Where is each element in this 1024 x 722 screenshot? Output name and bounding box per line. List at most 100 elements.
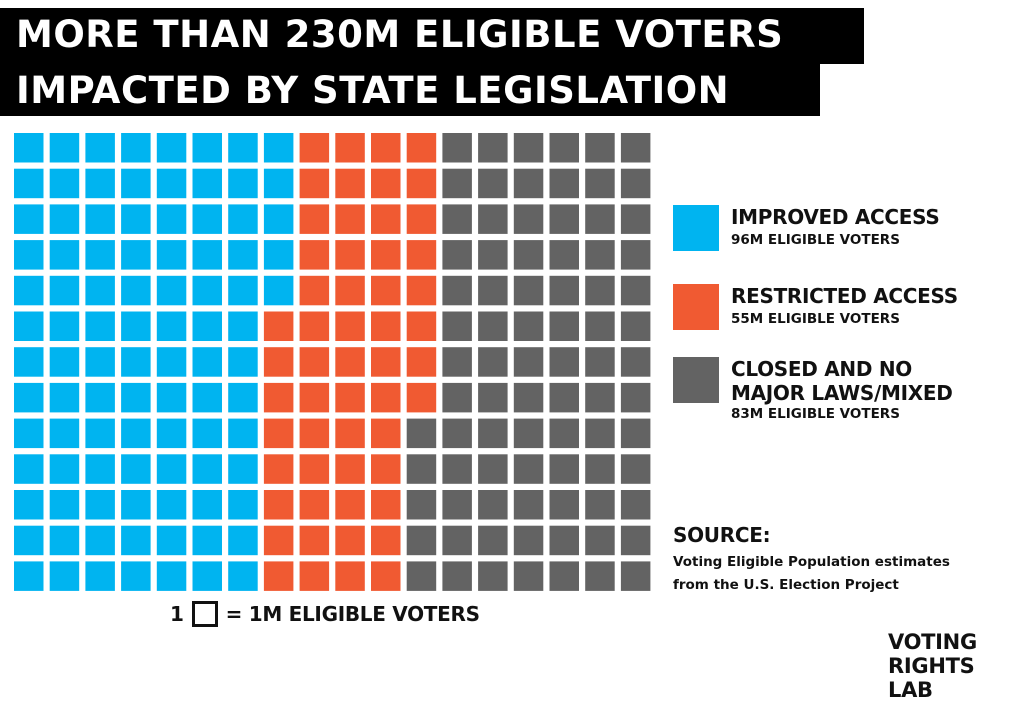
- waffle-cell-restricted-111: [299, 382, 330, 413]
- waffle-cell-closed-214: [585, 347, 615, 377]
- legend-label-closed-line-2: MAJOR LAWS/MIXED: [731, 381, 953, 405]
- waffle-cell-improved-23: [49, 490, 80, 520]
- waffle-cell-improved-84: [228, 347, 258, 377]
- waffle-cell-restricted-143: [406, 133, 437, 163]
- waffle-cell-closed-223: [620, 204, 651, 234]
- waffle-cell-closed-208: [585, 133, 615, 163]
- waffle-cell-restricted-116: [299, 561, 330, 591]
- waffle-cell-closed-224: [620, 240, 651, 270]
- waffle-cell-closed-177: [478, 418, 508, 449]
- waffle-cell-improved-64: [156, 561, 187, 591]
- waffle-cell-restricted-141: [371, 525, 401, 556]
- title-line-1: MORE THAN 230M ELIGIBLE VOTERS: [0, 8, 864, 64]
- waffle-cell-restricted-102: [263, 525, 294, 556]
- waffle-cell-restricted-139: [371, 454, 401, 484]
- waffle-cell-closed-169: [478, 133, 508, 163]
- waffle-cell-restricted-98: [263, 382, 294, 413]
- waffle-cell-improved-18: [49, 311, 80, 341]
- legend-swatch-closed: [673, 357, 719, 403]
- waffle-cell-restricted-113: [299, 454, 330, 484]
- waffle-cell-restricted-145: [406, 204, 437, 234]
- waffle-cell-improved-39: [121, 133, 151, 163]
- waffle-cell-closed-192: [513, 490, 544, 520]
- waffle-cell-closed-173: [478, 275, 508, 306]
- source-heading: SOURCE:: [673, 523, 771, 547]
- waffle-cell-closed-215: [585, 382, 615, 413]
- waffle-cell-closed-194: [513, 561, 544, 591]
- waffle-cell-closed-206: [549, 525, 579, 556]
- waffle-cell-closed-180: [478, 525, 508, 556]
- scale-count: 1: [170, 602, 184, 626]
- waffle-cell-restricted-105: [299, 168, 330, 199]
- waffle-cell-improved-25: [49, 561, 80, 591]
- waffle-cell-improved-58: [156, 347, 187, 377]
- waffle-cell-closed-220: [585, 561, 615, 591]
- waffle-cell-improved-30: [85, 275, 115, 306]
- waffle-cell-improved-70: [192, 311, 222, 341]
- waffle-cell-improved-31: [85, 311, 115, 341]
- waffle-cell-improved-15: [49, 204, 80, 234]
- waffle-cell-restricted-119: [335, 204, 365, 234]
- waffle-cell-closed-170: [478, 168, 508, 199]
- waffle-cell-restricted-146: [406, 240, 437, 270]
- waffle-cell-restricted-103: [263, 561, 294, 591]
- title-line-2: IMPACTED BY STATE LEGISLATION: [0, 64, 820, 116]
- waffle-cell-improved-51: [121, 561, 151, 591]
- waffle-cell-restricted-142: [371, 561, 401, 591]
- waffle-cell-closed-153: [406, 490, 437, 520]
- legend-label-improved: IMPROVED ACCESS: [731, 205, 940, 229]
- waffle-cell-closed-193: [513, 525, 544, 556]
- waffle-cell-improved-49: [121, 490, 151, 520]
- waffle-cell-restricted-109: [299, 311, 330, 341]
- waffle-cell-closed-227: [620, 347, 651, 377]
- waffle-cell-improved-32: [85, 347, 115, 377]
- legend-value-closed: 83M ELIGIBLE VOTERS: [731, 406, 900, 422]
- waffle-cell-improved-0: [14, 133, 44, 163]
- waffle-cell-improved-37: [85, 525, 115, 556]
- legend-label-restricted: RESTRICTED ACCESS: [731, 284, 958, 308]
- waffle-cell-closed-231: [620, 490, 651, 520]
- waffle-cell-improved-61: [156, 454, 187, 484]
- waffle-cell-improved-88: [228, 490, 258, 520]
- waffle-cell-improved-11: [14, 525, 44, 556]
- waffle-cell-closed-229: [620, 418, 651, 449]
- waffle-cell-restricted-129: [335, 561, 365, 591]
- waffle-cell-improved-63: [156, 525, 187, 556]
- waffle-cell-improved-20: [49, 382, 80, 413]
- waffle-cell-closed-159: [442, 240, 472, 270]
- waffle-cell-improved-1: [14, 168, 44, 199]
- waffle-cell-improved-59: [156, 382, 187, 413]
- waffle-cell-restricted-104: [299, 133, 330, 163]
- waffle-cell-improved-46: [121, 382, 151, 413]
- waffle-cell-improved-66: [192, 168, 222, 199]
- waffle-cell-closed-226: [620, 311, 651, 341]
- waffle-cell-restricted-126: [335, 454, 365, 484]
- waffle-cell-improved-42: [121, 240, 151, 270]
- waffle-cell-restricted-114: [299, 490, 330, 520]
- logo-line-2: RIGHTS: [888, 654, 975, 678]
- waffle-cell-closed-222: [620, 168, 651, 199]
- scale-square-icon: [191, 601, 218, 627]
- waffle-cell-restricted-128: [335, 525, 365, 556]
- scale-note: 1 = 1M ELIGIBLE VOTERS: [170, 598, 480, 630]
- waffle-cell-restricted-120: [335, 240, 365, 270]
- waffle-cell-improved-85: [228, 382, 258, 413]
- waffle-cell-closed-205: [549, 490, 579, 520]
- waffle-cell-improved-78: [228, 133, 258, 163]
- waffle-cell-closed-182: [513, 133, 544, 163]
- waffle-cell-closed-188: [513, 347, 544, 377]
- waffle-cell-closed-232: [620, 525, 651, 556]
- waffle-cell-improved-73: [192, 418, 222, 449]
- waffle-cell-restricted-106: [299, 204, 330, 234]
- waffle-cell-improved-26: [85, 133, 115, 163]
- waffle-cell-restricted-135: [371, 311, 401, 341]
- waffle-cell-closed-204: [549, 454, 579, 484]
- waffle-cell-closed-151: [406, 418, 437, 449]
- waffle-cell-improved-93: [263, 204, 294, 234]
- waffle-cell-improved-55: [156, 240, 187, 270]
- waffle-cell-improved-33: [85, 382, 115, 413]
- waffle-cell-improved-47: [121, 418, 151, 449]
- waffle-cell-improved-5: [14, 311, 44, 341]
- waffle-cell-improved-60: [156, 418, 187, 449]
- waffle-cell-improved-44: [121, 311, 151, 341]
